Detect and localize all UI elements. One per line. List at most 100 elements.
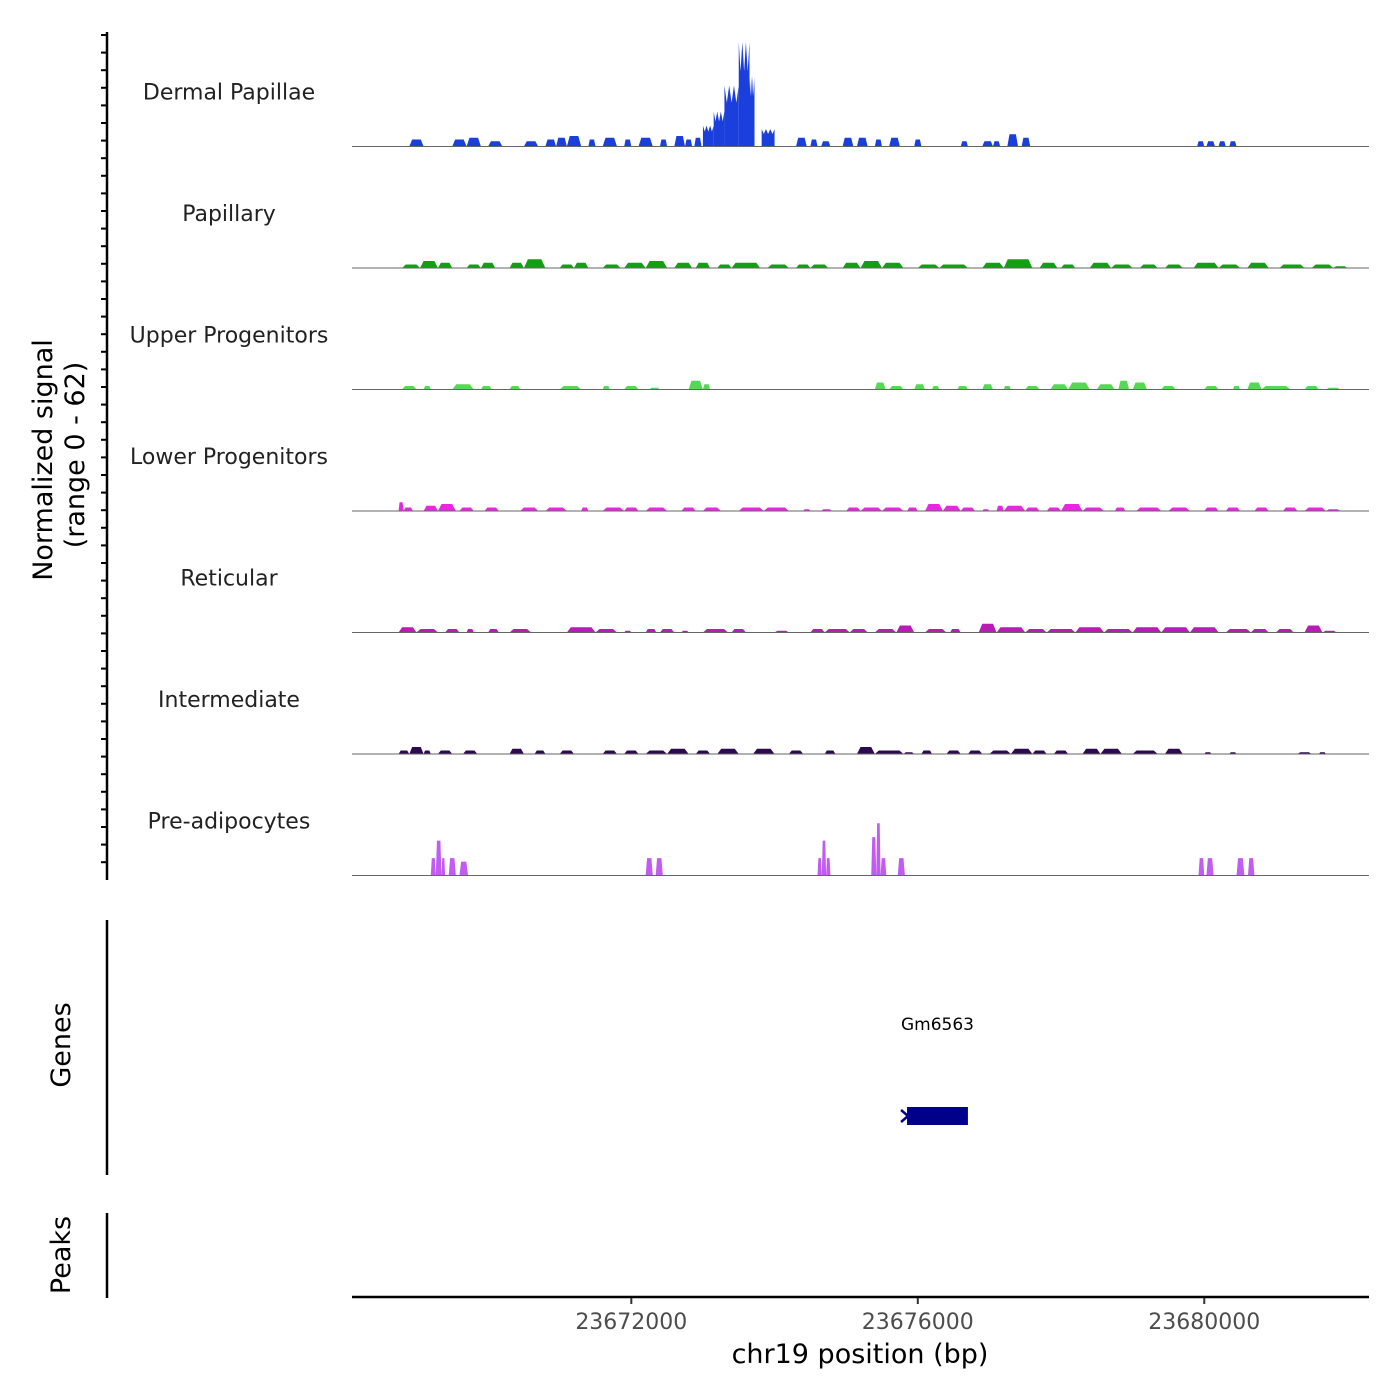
signal-peak — [856, 747, 875, 754]
signal-peak — [749, 76, 755, 147]
signal-peak — [1082, 748, 1101, 754]
signal-peak — [437, 262, 453, 268]
signal-peak — [810, 629, 825, 633]
signal-peak — [1061, 504, 1083, 511]
signal-peak — [566, 136, 582, 147]
signal-peak — [939, 264, 968, 268]
signal-peak — [695, 262, 711, 268]
signal-peak — [624, 507, 639, 511]
signal-peak — [602, 386, 610, 390]
signal-peak — [602, 137, 617, 147]
signal-peak — [907, 507, 918, 511]
signal-peak — [1003, 386, 1011, 390]
track-label-papillary: Papillary — [182, 202, 276, 227]
signal-peak — [1198, 858, 1205, 876]
signal-peak — [1204, 507, 1219, 511]
signal-peak — [409, 139, 424, 147]
signal-peak — [1261, 386, 1291, 390]
signal-peak — [423, 386, 431, 390]
signal-peak — [860, 507, 882, 511]
signal-peak — [423, 505, 438, 511]
signal-peak — [1100, 748, 1122, 754]
signal-peak — [602, 507, 625, 511]
signal-peak — [856, 137, 868, 147]
signal-peak — [1206, 858, 1214, 876]
signal-peak — [681, 507, 696, 511]
x-tick-label: 23676000 — [862, 1310, 974, 1335]
signal-peak — [674, 136, 686, 147]
signal-peak — [932, 386, 940, 390]
track-label-dermal-papillae: Dermal Papillae — [143, 81, 315, 106]
signal-peak — [860, 261, 882, 268]
signal-peak — [1082, 507, 1105, 511]
signal-peak — [685, 139, 693, 147]
signal-peak — [982, 262, 1004, 268]
signal-peak — [989, 750, 1011, 754]
signal-peak — [874, 629, 897, 633]
signal-peak — [509, 629, 532, 633]
signal-peak — [545, 139, 557, 147]
signal-peak — [717, 264, 732, 268]
signal-peak — [914, 384, 925, 390]
signal-peak — [826, 858, 831, 876]
signal-peak — [738, 41, 750, 147]
signal-peak — [420, 261, 438, 268]
signal-peak — [509, 386, 521, 390]
track-lower-progenitors: Lower Progenitors — [130, 445, 1369, 512]
signal-peak — [409, 747, 424, 754]
signal-peak — [880, 858, 887, 876]
gene-annotations: Gm6563 — [900, 1015, 974, 1125]
genes-track-label: Genes — [46, 1002, 77, 1087]
signal-peak — [1003, 259, 1033, 268]
signal-peak — [967, 750, 983, 754]
signal-peak — [810, 139, 818, 147]
signal-peak — [1229, 141, 1237, 147]
signal-peak — [849, 629, 868, 633]
signal-peak — [1304, 386, 1319, 390]
signal-peak — [896, 625, 915, 633]
signal-peak — [1050, 384, 1069, 390]
signal-peak — [921, 750, 933, 754]
signal-peak — [1132, 627, 1162, 633]
signal-peak — [655, 858, 663, 876]
signal-peak — [724, 85, 739, 147]
signal-peak — [1032, 750, 1047, 754]
signal-peak — [753, 748, 775, 754]
signal-peak — [695, 750, 711, 754]
signal-peak — [448, 858, 456, 876]
y-axis-range: (range 0 - 62) — [60, 362, 91, 549]
signal-peak — [1279, 264, 1305, 268]
signal-peak — [731, 262, 761, 268]
signal-peak — [842, 262, 861, 268]
signal-peak — [796, 264, 811, 268]
signal-peak — [881, 262, 904, 268]
signal-peak — [466, 137, 481, 147]
signal-peak — [1197, 141, 1205, 147]
signal-peak — [398, 502, 404, 511]
signal-peak — [1304, 625, 1323, 633]
signal-peak — [437, 504, 456, 511]
signal-peak — [602, 264, 621, 268]
signal-peak — [889, 137, 900, 147]
signal-peak — [810, 264, 829, 268]
signal-peak — [1247, 858, 1255, 876]
signal-peak — [917, 264, 940, 268]
signal-peak — [1247, 262, 1269, 268]
signal-peak — [484, 507, 499, 511]
gene-label: Gm6563 — [901, 1015, 974, 1035]
signal-peak — [624, 386, 639, 390]
signal-peak — [978, 623, 997, 633]
signal-peak — [738, 507, 764, 511]
signal-peak — [466, 264, 481, 268]
signal-peak — [946, 750, 961, 754]
signal-peak — [950, 629, 961, 633]
track-label-lower-progenitors: Lower Progenitors — [130, 445, 328, 470]
signal-peak — [817, 858, 822, 876]
track-reticular: Reticular — [180, 567, 1369, 633]
signal-peak — [466, 629, 474, 633]
signal-peak — [566, 627, 596, 633]
signal-peak — [1046, 507, 1062, 511]
signal-peak — [452, 139, 467, 147]
signal-peak — [1218, 141, 1226, 147]
signal-peak — [1161, 386, 1176, 390]
